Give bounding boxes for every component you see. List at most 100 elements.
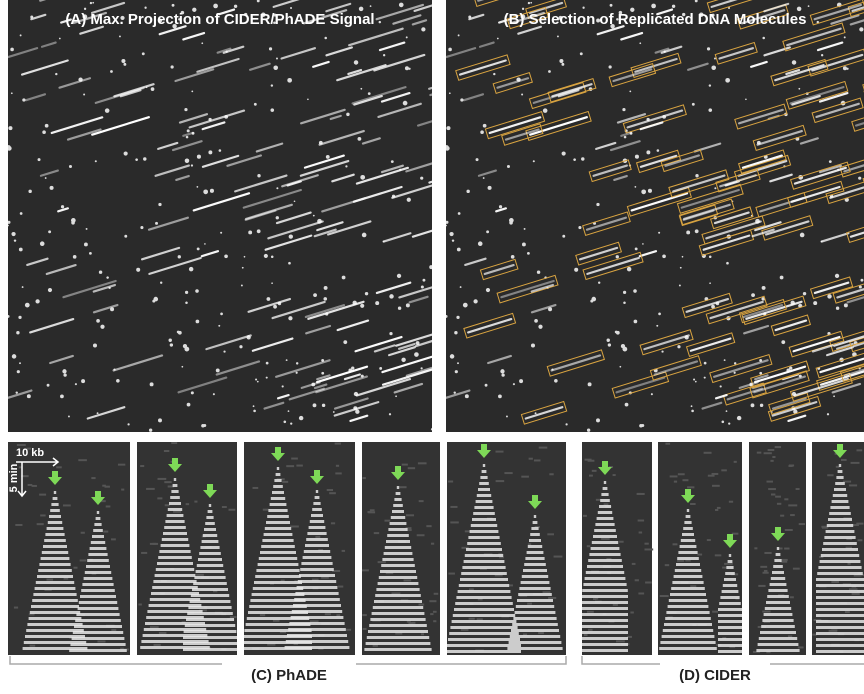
spot [639,42,641,44]
spot [709,255,712,258]
spot [360,175,365,180]
noise [412,622,415,624]
noise [712,611,718,613]
stripe [198,558,222,561]
spot [587,429,590,432]
spot [707,47,710,50]
stripe [191,594,229,597]
spot [208,150,212,154]
noise [781,559,787,561]
stripe [582,625,628,628]
noise [336,465,339,467]
spot [708,108,712,112]
spot [288,410,290,412]
spot [379,367,382,370]
stripe [169,502,181,505]
spot [562,151,566,155]
stripe [588,559,622,562]
spot [290,422,292,424]
spot [135,158,138,161]
stripe [76,613,119,616]
stripe [43,545,67,548]
stripe [582,631,628,634]
noise [141,552,147,554]
spot [421,285,424,288]
noise [584,634,588,636]
spot [458,212,461,215]
stripe [393,504,403,507]
noise [260,614,265,616]
spot [473,299,477,303]
stripe [168,508,182,511]
spot [798,88,800,90]
noise [327,489,333,491]
noise [37,523,44,525]
spot [84,243,88,247]
spot [234,5,237,8]
stripe [450,626,517,629]
spot [248,231,252,235]
spot [500,369,504,373]
noise [770,460,773,462]
spot [724,359,726,361]
stripe [204,528,216,531]
noise [429,600,436,602]
noise [362,614,366,616]
stripe [830,506,849,509]
stripe [453,614,515,617]
spot [14,239,16,241]
stripe [523,569,547,572]
noise [596,499,601,501]
spot [143,157,146,160]
spot [391,160,394,163]
stripe [196,570,225,573]
stripe [510,635,560,638]
spot [509,221,513,225]
noise [729,501,733,503]
spot [48,230,51,233]
stripe [460,578,508,581]
stripe [756,649,799,652]
noise [827,474,833,476]
stripe [718,614,742,617]
noise [448,573,455,575]
stripe [600,499,610,502]
noise [708,475,715,477]
spot [271,84,273,86]
spot [406,36,408,38]
spot [858,177,861,180]
stripe [774,559,781,562]
noise [81,532,85,534]
noise [763,572,769,574]
stripe [478,488,490,491]
stripe [200,546,219,549]
spot [711,65,716,70]
spot [714,187,716,189]
noise [363,628,367,630]
stripe [295,592,338,595]
noise [159,632,167,634]
stripe [171,490,178,493]
stripe [765,607,791,610]
stripe [380,570,416,573]
spot [483,177,485,179]
stripe [79,601,117,604]
noise [704,452,712,454]
stripe [534,515,536,518]
spot [827,294,831,298]
stripe [159,550,190,553]
stripe [448,638,520,641]
noise [154,644,161,646]
stripe [385,546,411,549]
spot [68,415,70,417]
spot [844,36,846,38]
spot [623,302,626,305]
spot [395,395,397,397]
noise [450,521,458,523]
stripe [394,498,401,501]
spot [254,103,257,106]
noise [404,579,412,581]
spot [709,282,711,284]
figure: (A) Max. Projection of CIDER/PhADE Signa… [0,0,864,689]
spot [521,94,523,96]
